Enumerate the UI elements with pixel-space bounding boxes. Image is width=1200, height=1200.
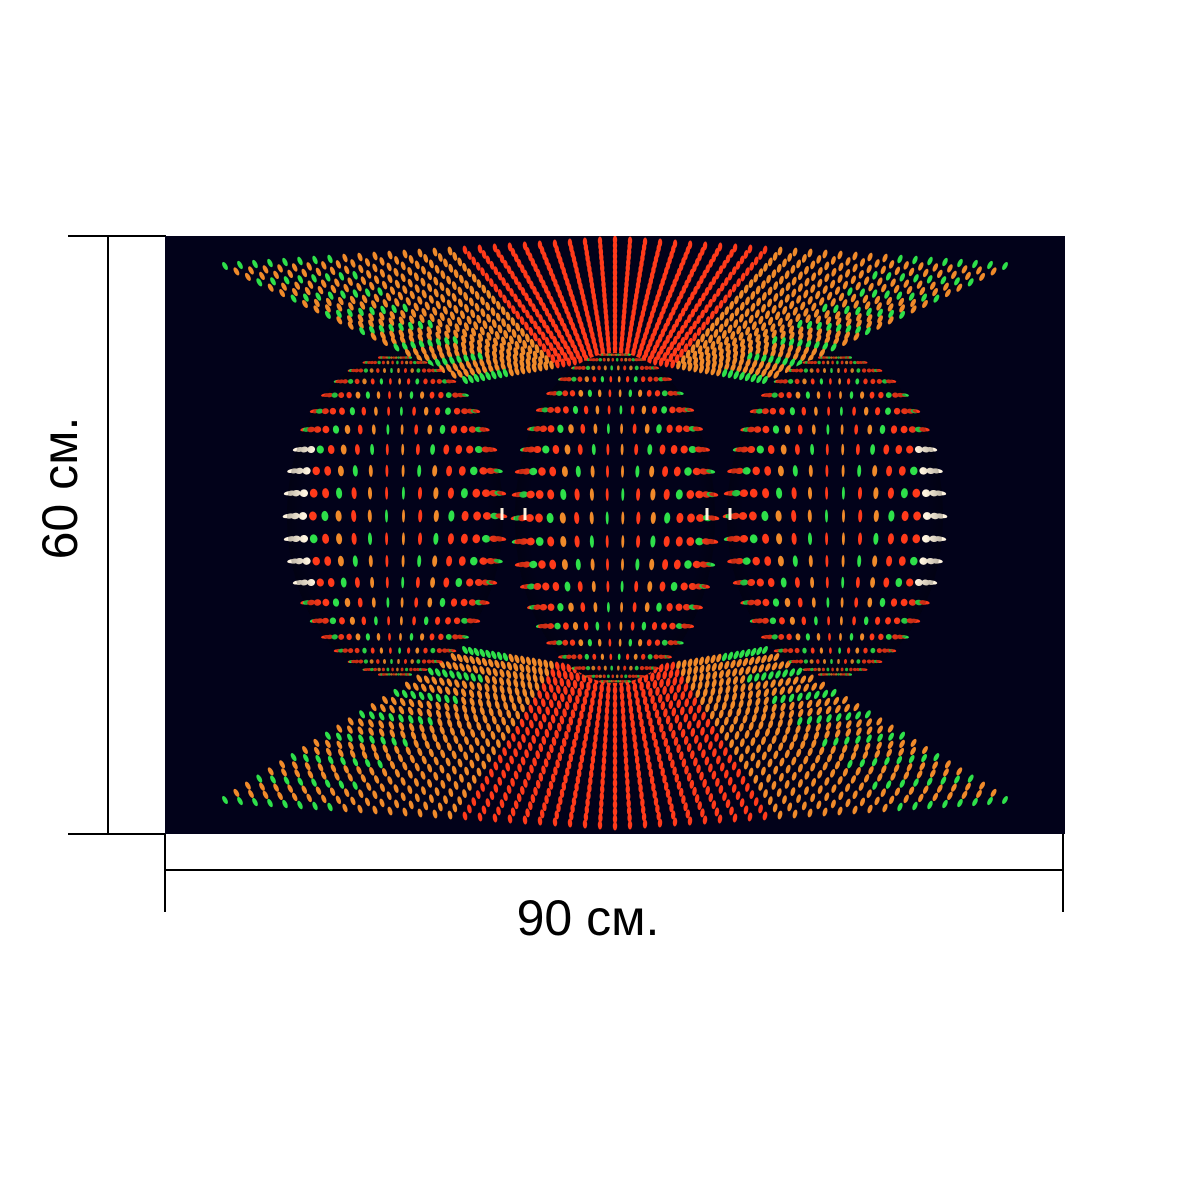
height-top-tick [68, 235, 166, 237]
height-bottom-tick [68, 833, 166, 835]
artwork-image [165, 236, 1065, 834]
spheres-group [282, 353, 948, 683]
sphere-2 [510, 353, 720, 683]
top-chevron-pattern [222, 236, 1008, 385]
height-label: 60 см. [32, 416, 88, 560]
sphere-3 [722, 356, 948, 676]
height-dimension-line [107, 235, 109, 835]
sphere-1 [282, 356, 508, 676]
center-lights [500, 508, 732, 520]
width-dimension-line [164, 869, 1064, 871]
width-left-tick [164, 834, 166, 912]
width-label: 90 см. [516, 890, 660, 946]
width-right-tick [1062, 834, 1064, 912]
